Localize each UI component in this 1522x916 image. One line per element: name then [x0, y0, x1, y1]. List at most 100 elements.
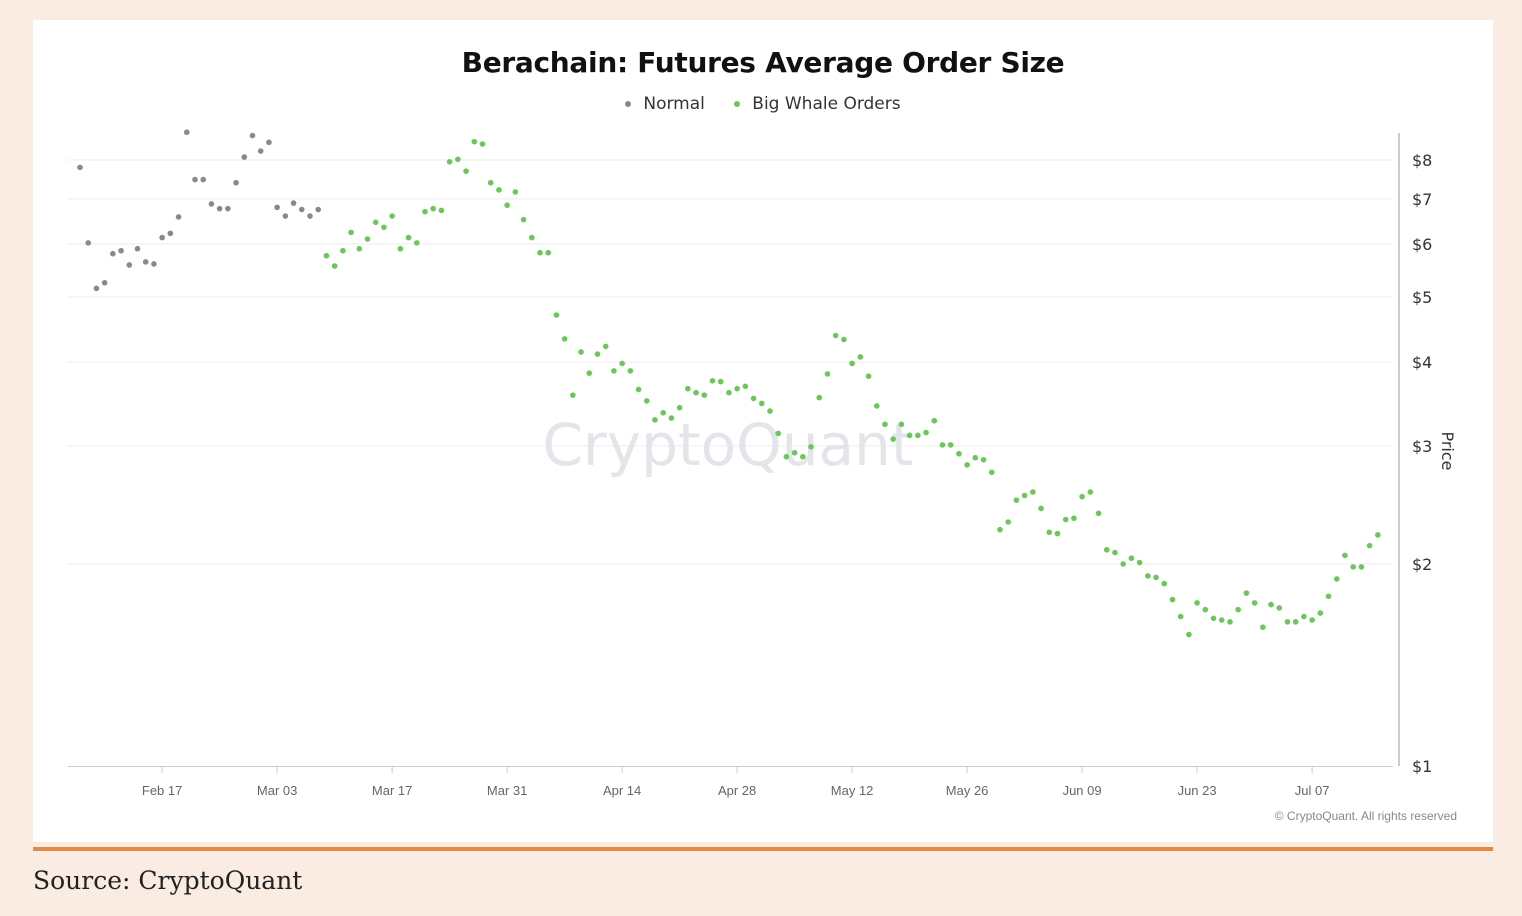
point-big-whale: [553, 312, 560, 318]
point-big-whale: [1095, 510, 1102, 517]
point-big-whale: [873, 403, 880, 409]
point-normal: [233, 179, 239, 186]
point-big-whale: [1161, 580, 1168, 587]
point-normal: [159, 234, 165, 241]
point-big-whale: [561, 336, 568, 342]
copyright: © CryptoQuant. All rights reserved: [1274, 809, 1457, 823]
point-big-whale: [972, 454, 979, 461]
point-big-whale: [1046, 529, 1053, 536]
point-big-whale: [750, 395, 757, 402]
point-big-whale: [627, 368, 634, 374]
point-big-whale: [841, 336, 847, 343]
y-tick-label: $6: [1412, 235, 1432, 254]
point-big-whale: [348, 229, 354, 236]
y-tick-label: $8: [1412, 151, 1432, 170]
legend: Normal Big Whale Orders: [33, 92, 1493, 114]
point-big-whale: [923, 429, 929, 436]
legend-label-normal: Normal: [643, 94, 705, 114]
point-big-whale: [668, 415, 675, 421]
point-big-whale: [1268, 601, 1274, 608]
point-big-whale: [906, 432, 913, 439]
point-big-whale: [1136, 559, 1143, 566]
y-tick-label: $4: [1412, 353, 1432, 372]
point-big-whale: [1325, 593, 1332, 600]
point-big-whale: [356, 245, 363, 252]
point-normal: [175, 214, 182, 220]
point-big-whale: [611, 368, 617, 374]
legend-marker-big-whale: [734, 101, 741, 107]
point-big-whale: [1210, 615, 1217, 622]
point-normal: [77, 164, 83, 171]
point-big-whale: [1333, 576, 1340, 582]
point-big-whale: [1309, 617, 1315, 623]
point-big-whale: [331, 263, 338, 269]
point-normal: [151, 261, 157, 267]
point-big-whale: [931, 417, 938, 424]
point-normal: [257, 148, 264, 154]
point-big-whale: [381, 224, 387, 231]
point-big-whale: [1194, 600, 1200, 606]
x-tick-label: Apr 14: [603, 783, 641, 798]
point-big-whale: [340, 247, 346, 254]
point-big-whale: [520, 216, 527, 223]
point-big-whale: [446, 159, 453, 165]
point-big-whale: [586, 370, 593, 376]
point-big-whale: [980, 456, 987, 463]
point-normal: [183, 129, 190, 136]
point-big-whale: [947, 442, 954, 448]
point-big-whale: [693, 389, 699, 396]
point-big-whale: [323, 252, 330, 259]
legend-label-big-whale: Big Whale Orders: [752, 94, 901, 114]
point-normal: [249, 132, 256, 139]
legend-marker-normal: [625, 101, 632, 107]
point-big-whale: [405, 234, 412, 241]
y-tick-label: $2: [1412, 555, 1432, 574]
point-big-whale: [1186, 631, 1192, 638]
point-big-whale: [1260, 624, 1266, 631]
point-big-whale: [1235, 606, 1241, 613]
point-big-whale: [890, 436, 896, 442]
point-big-whale: [1030, 489, 1036, 495]
point-normal: [101, 279, 108, 286]
point-normal: [93, 285, 100, 292]
point-big-whale: [1350, 564, 1356, 570]
chart-card: Berachain: Futures Average Order Size No…: [33, 20, 1493, 842]
point-big-whale: [594, 351, 601, 357]
x-tick-label: Apr 28: [718, 783, 756, 798]
point-big-whale: [1005, 519, 1011, 525]
point-big-whale: [865, 373, 872, 379]
point-big-whale: [1087, 489, 1094, 495]
point-big-whale: [709, 378, 716, 384]
point-big-whale: [471, 138, 478, 145]
point-big-whale: [742, 383, 749, 390]
point-big-whale: [882, 421, 888, 428]
point-big-whale: [1301, 613, 1307, 620]
point-big-whale: [676, 404, 683, 411]
y-tick-label: $5: [1412, 288, 1432, 307]
point-big-whale: [701, 392, 708, 398]
point-big-whale: [857, 354, 864, 360]
point-big-whale: [602, 343, 609, 350]
x-tick-label: Jul 07: [1295, 783, 1330, 798]
point-big-whale: [1358, 564, 1365, 570]
point-big-whale: [463, 168, 469, 174]
point-big-whale: [988, 469, 995, 476]
point-big-whale: [1169, 596, 1176, 603]
point-normal: [266, 139, 272, 146]
point-big-whale: [487, 179, 494, 186]
point-big-whale: [660, 410, 666, 416]
y-tick-label: $1: [1412, 757, 1432, 776]
point-big-whale: [1079, 493, 1085, 500]
point-big-whale: [1038, 505, 1044, 512]
point-big-whale: [1375, 532, 1381, 538]
point-big-whale: [1120, 561, 1126, 567]
point-big-whale: [816, 394, 823, 401]
point-big-whale: [956, 450, 962, 457]
divider: [33, 847, 1493, 851]
scatter-plot: $1 $2 $3 $4 $5 $6 $7 $8 CryptoQuant Price Feb 17 Ma…: [68, 129, 1457, 798]
x-tick-label: Mar 31: [487, 783, 527, 798]
legend-item-big-whale[interactable]: Big Whale Orders: [734, 94, 901, 114]
legend-item-normal[interactable]: Normal: [625, 94, 705, 114]
point-big-whale: [1342, 552, 1348, 559]
source-caption: Source: CryptoQuant: [33, 866, 303, 895]
